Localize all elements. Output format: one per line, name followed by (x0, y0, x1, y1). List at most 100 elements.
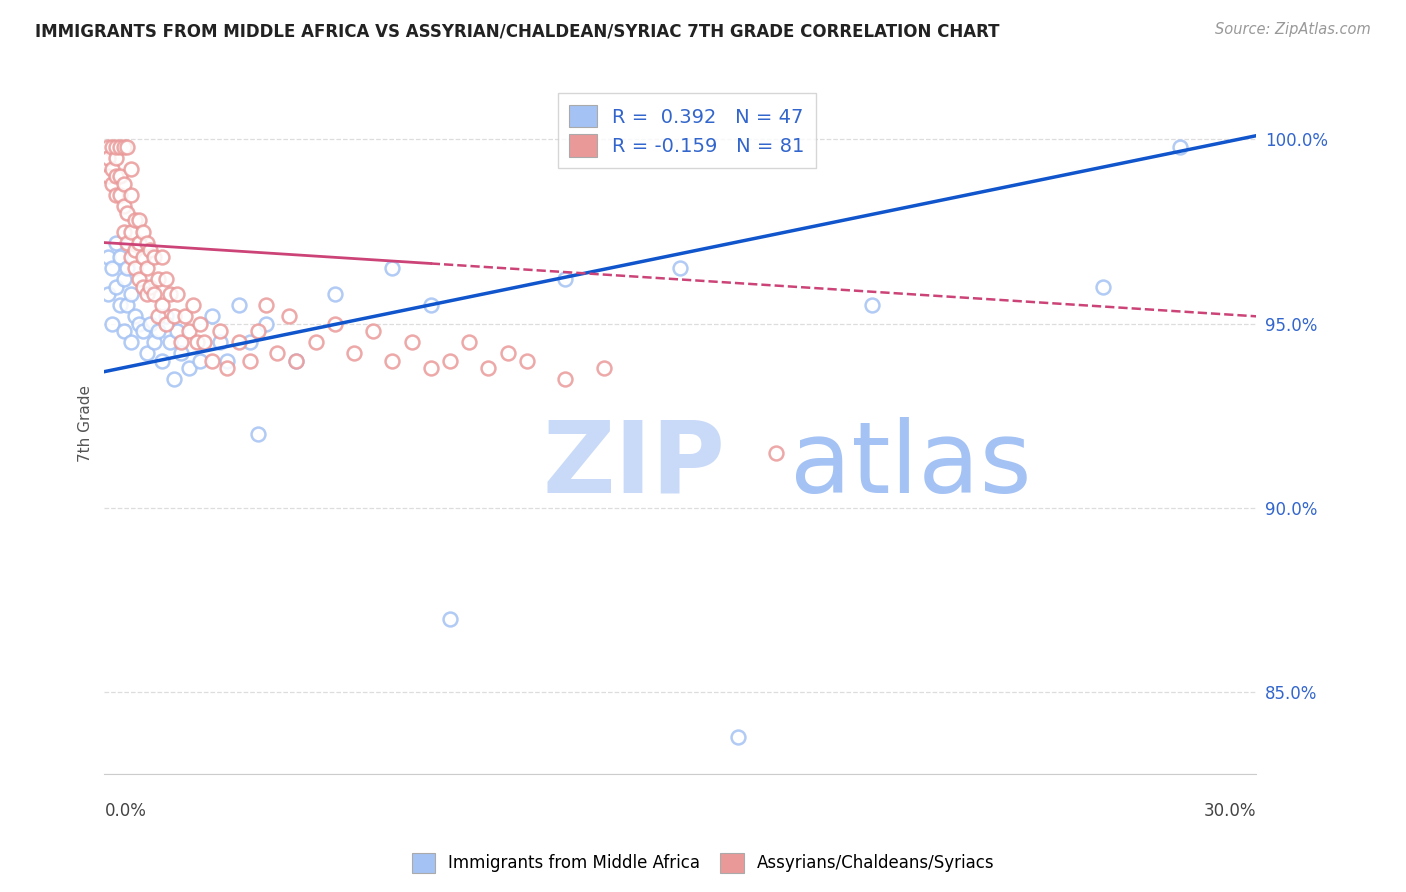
Point (217, 361, 239, 376)
Point (120, 161, 142, 176)
Point (150, 353, 173, 368)
Point (117, 206, 139, 220)
Point (143, 335, 166, 350)
Point (554, 372, 576, 386)
Point (139, 280, 162, 294)
Y-axis label: 7th Grade: 7th Grade (79, 384, 93, 462)
Point (150, 298, 173, 312)
Point (120, 187, 142, 202)
Point (727, 730, 749, 744)
Point (117, 261, 139, 276)
Point (135, 235, 157, 250)
Point (174, 310, 197, 324)
Point (323, 287, 346, 301)
Point (254, 298, 277, 312)
Point (190, 353, 212, 368)
Point (1091, 280, 1114, 294)
Point (193, 335, 215, 350)
Point (285, 353, 308, 368)
Point (128, 272, 150, 286)
Point (177, 324, 200, 338)
Point (120, 250, 142, 264)
Point (97, 287, 120, 301)
Point (124, 261, 146, 276)
Legend: R =  0.392   N = 47, R = -0.159   N = 81: R = 0.392 N = 47, R = -0.159 N = 81 (558, 93, 815, 169)
Point (146, 272, 169, 286)
Point (155, 310, 177, 324)
Point (143, 287, 166, 301)
Point (155, 317, 177, 331)
Point (860, 298, 883, 312)
Point (177, 361, 200, 376)
Text: IMMIGRANTS FROM MIDDLE AFRICA VS ASSYRIAN/CHALDEAN/SYRIAC 7TH GRADE CORRELATION : IMMIGRANTS FROM MIDDLE AFRICA VS ASSYRIA… (35, 22, 1000, 40)
Point (120, 335, 142, 350)
Point (101, 139, 124, 153)
Point (104, 235, 127, 250)
Point (170, 335, 193, 350)
Point (228, 298, 250, 312)
Point (128, 213, 150, 227)
Point (146, 310, 169, 324)
Point (159, 335, 181, 350)
Legend: Immigrants from Middle Africa, Assyrians/Chaldeans/Syriacs: Immigrants from Middle Africa, Assyrians… (405, 847, 1001, 880)
Point (112, 225, 135, 239)
Point (120, 225, 142, 239)
Point (254, 317, 277, 331)
Text: ZIP: ZIP (543, 417, 725, 514)
Point (112, 272, 135, 286)
Point (239, 353, 262, 368)
Point (135, 261, 157, 276)
Point (112, 199, 135, 213)
Point (104, 151, 127, 165)
Point (361, 324, 384, 338)
Point (124, 243, 146, 257)
Text: atlas: atlas (790, 417, 1032, 514)
Point (166, 287, 188, 301)
Point (146, 324, 169, 338)
Point (217, 353, 239, 368)
Point (101, 317, 124, 331)
Point (150, 250, 173, 264)
Point (381, 353, 404, 368)
Text: Source: ZipAtlas.com: Source: ZipAtlas.com (1215, 22, 1371, 37)
Point (162, 310, 184, 324)
Point (117, 298, 139, 312)
Point (162, 372, 184, 386)
Point (765, 446, 787, 460)
Point (439, 353, 461, 368)
Point (108, 169, 131, 184)
Point (155, 272, 177, 286)
Point (120, 287, 142, 301)
Point (132, 250, 155, 264)
Point (277, 310, 299, 324)
Point (246, 427, 269, 442)
Point (108, 187, 131, 202)
Point (124, 213, 146, 227)
Point (101, 161, 124, 176)
Point (117, 235, 139, 250)
Point (201, 310, 224, 324)
Point (592, 361, 614, 376)
Point (108, 139, 131, 153)
Point (108, 298, 131, 312)
Point (190, 317, 212, 331)
Point (239, 335, 262, 350)
Point (132, 225, 155, 239)
Point (401, 335, 423, 350)
Point (208, 324, 231, 338)
Point (112, 177, 135, 191)
Text: 30.0%: 30.0% (1204, 802, 1257, 820)
Point (419, 361, 441, 376)
Point (208, 335, 231, 350)
Point (112, 139, 135, 153)
Point (419, 298, 441, 312)
Point (1168, 139, 1191, 153)
Point (97, 169, 120, 184)
Point (266, 346, 288, 360)
Point (104, 187, 127, 202)
Point (304, 335, 326, 350)
Point (439, 612, 461, 626)
Point (97, 139, 120, 153)
Point (228, 335, 250, 350)
Point (97, 151, 120, 165)
